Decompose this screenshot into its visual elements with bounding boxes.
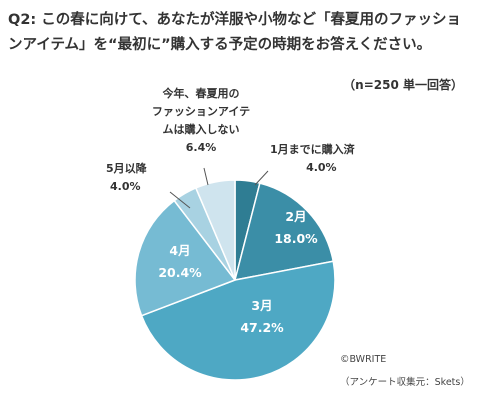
label-none: 今年、春夏用の ファッションアイテ ムは購入しない 6.4% bbox=[142, 85, 260, 157]
copyright-credit: ©BWRITE bbox=[340, 354, 387, 365]
label-may-value: 4.0% bbox=[110, 180, 141, 193]
label-apr: 4月 20.4% bbox=[150, 240, 210, 284]
label-none-name-3: ムは購入しない bbox=[162, 123, 240, 136]
label-none-name-1: 今年、春夏用の bbox=[162, 87, 240, 100]
label-none-value: 6.4% bbox=[185, 141, 217, 154]
label-apr-name: 4月 bbox=[169, 243, 191, 258]
label-may: 5月以降 4.0% bbox=[106, 160, 147, 196]
label-feb-name: 2月 bbox=[285, 209, 307, 224]
label-jan: 1月までに購入済 4.0% bbox=[270, 141, 355, 177]
chart-title: Q2: この春に向けて、あなたが洋服や小物など「春夏用のファッショ ンアイテム」… bbox=[8, 8, 478, 58]
leader-line-may bbox=[169, 191, 191, 209]
label-feb: 2月 18.0% bbox=[266, 206, 326, 250]
label-mar-value: 47.2% bbox=[240, 320, 284, 335]
label-apr-value: 20.4% bbox=[158, 265, 202, 280]
slice-mar bbox=[140, 260, 336, 381]
sample-note: （n=250 単一回答） bbox=[343, 78, 463, 92]
label-mar-name: 3月 bbox=[251, 298, 273, 313]
label-may-name: 5月以降 bbox=[106, 162, 147, 175]
label-feb-value: 18.0% bbox=[274, 231, 318, 246]
label-jan-value: 4.0% bbox=[306, 161, 337, 174]
slice-none bbox=[194, 179, 236, 281]
label-jan-name: 1月までに購入済 bbox=[270, 143, 355, 156]
label-none-name-2: ファッションアイテ bbox=[151, 105, 251, 118]
slice-feb bbox=[233, 182, 335, 281]
slice-apr bbox=[134, 199, 237, 317]
label-mar: 3月 47.2% bbox=[232, 295, 292, 339]
survey-source: （アンケート収集元：Skets） bbox=[340, 377, 470, 388]
chart-title-line-2: ンアイテム」を“最初に”購入する予定の時期をお答えください。 bbox=[8, 37, 432, 53]
leader-line-none bbox=[203, 167, 209, 186]
leader-line-jan bbox=[254, 170, 269, 186]
chart-title-line-1: Q2: この春に向けて、あなたが洋服や小物など「春夏用のファッショ bbox=[8, 12, 462, 28]
